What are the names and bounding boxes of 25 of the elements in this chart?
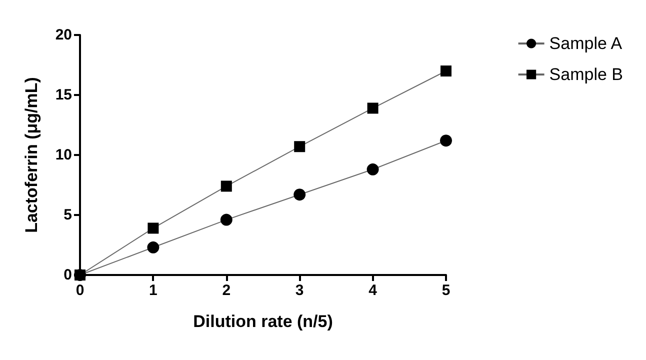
- legend-label: Sample A: [549, 34, 623, 53]
- point: [220, 180, 232, 192]
- x-tick-label: 0: [76, 282, 84, 299]
- point: [147, 241, 160, 254]
- point: [148, 222, 159, 234]
- point: [367, 102, 378, 114]
- y-tick-label: 20: [55, 26, 72, 44]
- x-tick-label: 1: [149, 282, 158, 299]
- point: [366, 163, 379, 176]
- y-axis-title: Lactoferrin (μg/mL): [22, 77, 41, 233]
- x-tick-label: 5: [442, 282, 450, 299]
- y-tick-label: 0: [64, 266, 72, 284]
- x-axis-title: Dilution rate (n/5): [193, 312, 333, 331]
- y-tick-label: 15: [55, 86, 72, 104]
- x-tick-label: 2: [222, 282, 231, 299]
- point: [294, 141, 306, 152]
- point: [220, 214, 232, 226]
- point: [440, 66, 452, 76]
- y-tick-label: 10: [55, 146, 72, 164]
- x-tick-label: 4: [368, 282, 378, 299]
- point: [294, 188, 306, 201]
- y-tick-label: 5: [64, 206, 72, 224]
- legend-label: Sample B: [549, 65, 623, 84]
- x-tick-label: 3: [295, 282, 304, 299]
- point: [440, 134, 452, 147]
